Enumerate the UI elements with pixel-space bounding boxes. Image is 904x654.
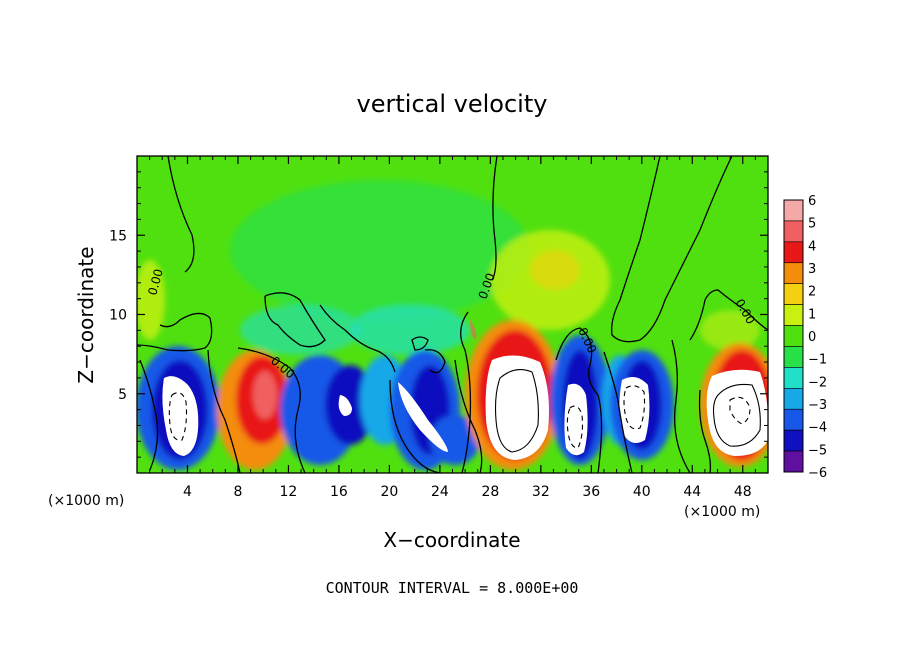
x-tick-label: 28: [481, 484, 499, 500]
x-tick-label: 44: [683, 484, 701, 500]
x-tick-label: 36: [582, 484, 600, 500]
contour-interval-note: CONTOUR INTERVAL = 8.000E+00: [326, 579, 579, 597]
y-axis-label: Z−coordinate: [74, 246, 98, 383]
colorbar-swatch: [783, 388, 804, 410]
colorbar-tick-label: −2: [808, 375, 827, 390]
chart-title: vertical velocity: [357, 90, 548, 118]
y-axis-ticks: 5 10 15: [109, 171, 768, 458]
colorbar-tick-label: 4: [808, 239, 816, 254]
colorbar-tick-label: −5: [808, 443, 827, 458]
inner-contours: [168, 369, 761, 453]
x-tick-label: 8: [233, 484, 242, 500]
colorbar-tick-label: −4: [808, 421, 827, 436]
x-tick-label: 16: [330, 484, 348, 500]
zero-contours: [137, 156, 768, 473]
colorbar: 6 5 4 3 2 1 0 −1 −2 −3 −4 −5 −6: [783, 194, 827, 481]
colorbar-swatch: [783, 429, 804, 452]
colorbar-swatch: [783, 199, 804, 222]
y-tick-label: 5: [118, 387, 127, 403]
y-tick-label: 15: [109, 228, 127, 244]
x-tick-label: 40: [633, 484, 651, 500]
x-tick-label: 20: [380, 484, 398, 500]
x-tick-label: 4: [183, 484, 192, 500]
x-axis-label: X−coordinate: [383, 528, 520, 552]
colorbar-tick-label: 1: [808, 307, 816, 322]
colorbar-tick-label: 5: [808, 217, 816, 232]
colorbar-swatch: [783, 262, 804, 284]
colorbar-swatch: [783, 346, 804, 368]
x-axis-ticks: 4 8 12 16 20 24 28 32 36 40 44 48: [149, 156, 769, 500]
x-units-right: (×1000 m): [684, 504, 760, 520]
x-units-left: (×1000 m): [48, 493, 124, 509]
x-tick-label: 48: [734, 484, 752, 500]
colorbar-swatch: [783, 408, 804, 431]
colorbar-swatch: [783, 367, 804, 389]
contour-label-left: 0.00: [145, 267, 165, 296]
colorbar-swatch: [783, 283, 804, 305]
colorbar-tick-label: −6: [808, 466, 827, 481]
y-tick-label: 10: [109, 308, 127, 324]
colorbar-tick-label: 0: [808, 330, 816, 345]
colorbar-swatch: [783, 325, 804, 347]
colorbar-tick-label: −3: [808, 398, 827, 413]
x-tick-label: 32: [532, 484, 550, 500]
colorbar-frame: [783, 199, 804, 473]
colorbar-swatch: [783, 450, 804, 473]
x-tick-label: 12: [280, 484, 298, 500]
plot-area: 0.00 0.00 0.00 0.00 0.00: [137, 156, 768, 473]
colorbar-swatch: [783, 241, 804, 264]
colorbar-swatch: [783, 304, 804, 326]
colorbar-tick-label: −1: [808, 353, 827, 368]
x-tick-label: 24: [431, 484, 449, 500]
colorbar-tick-label: 3: [808, 262, 816, 277]
colorbar-tick-label: 2: [808, 285, 816, 300]
colorbar-tick-label: 6: [808, 194, 816, 209]
colorbar-swatch: [783, 220, 804, 243]
